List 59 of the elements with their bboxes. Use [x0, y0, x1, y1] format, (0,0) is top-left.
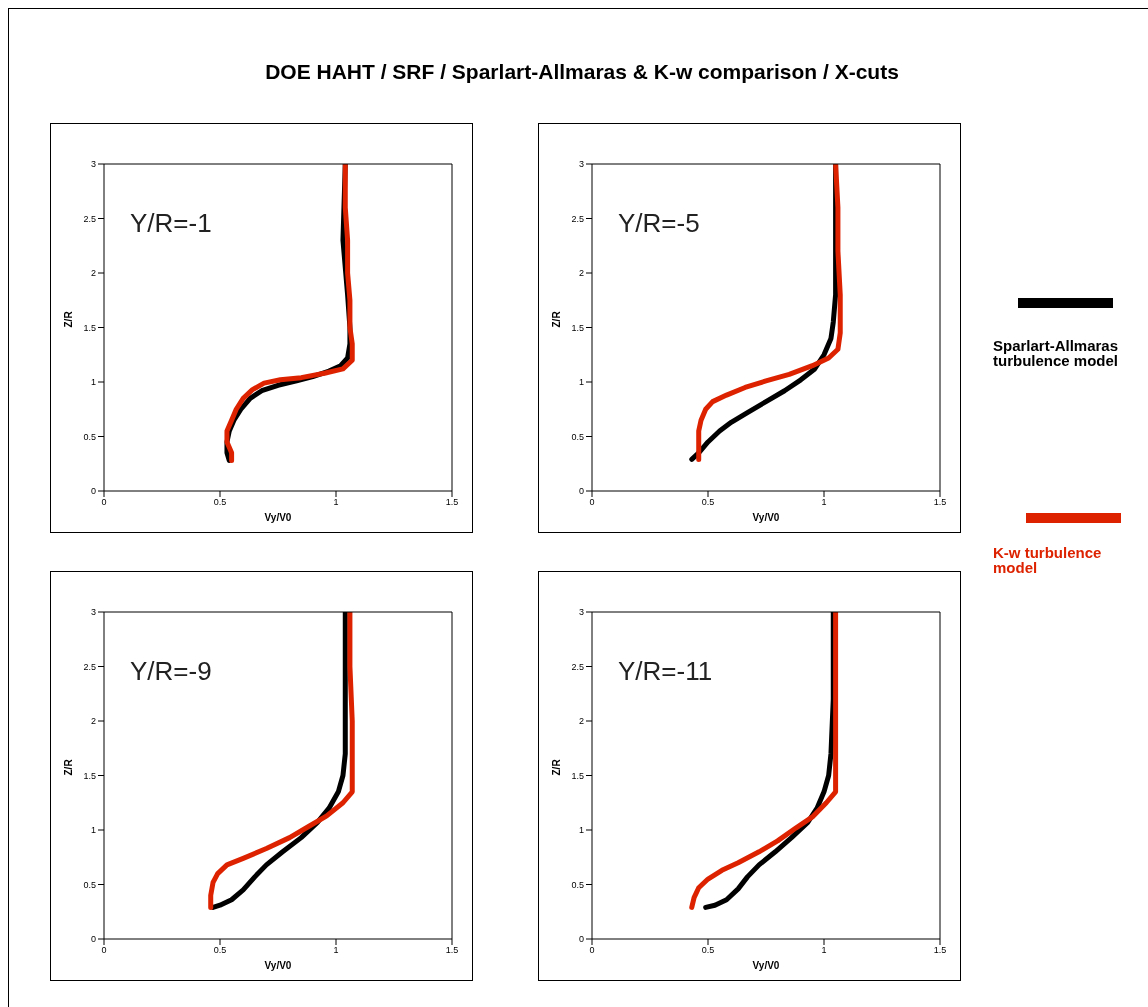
y-tick-label: 3 [90, 159, 96, 170]
x-tick-label: 0.5 [213, 497, 227, 508]
x-tick-label: 1 [333, 945, 339, 956]
y-tick-label: 1.5 [83, 770, 96, 781]
x-tick-label: 0.5 [701, 497, 715, 508]
y-tick-label: 0 [90, 486, 96, 497]
y-tick-label: 0 [578, 486, 584, 497]
y-tick-label: 2.5 [571, 213, 584, 224]
x-tick-label: 0 [589, 497, 595, 508]
y-tick-label: 0.5 [83, 879, 96, 890]
text: DOE HAHT / SRF / Sparlart-Allmaras & K-w comparison / X-cuts [264, 60, 900, 84]
x-axis-title: Vy/V0 [264, 960, 292, 971]
annotation: Y/R=-9 [130, 656, 212, 687]
x-tick-label: 1.5 [933, 945, 947, 956]
y-tick-label: 2 [578, 268, 584, 279]
annotation: Y/R=-11 [618, 656, 713, 687]
y-tick-label: 1 [90, 825, 96, 836]
y-axis-title: Z/R [62, 758, 74, 776]
y-tick-label: 0 [90, 934, 96, 945]
y-tick-label: 1.5 [83, 322, 96, 333]
y-axis-title: Z/R [550, 758, 562, 776]
y-tick-label: 2 [578, 716, 584, 727]
x-tick-label: 0.5 [701, 945, 715, 956]
y-axis-title: Z/R [62, 310, 74, 328]
y-tick-label: 1.5 [571, 770, 584, 781]
y-tick-label: 1 [578, 825, 584, 836]
x-tick-label: 1.5 [445, 945, 459, 956]
annotation: Y/R=-1 [130, 208, 212, 239]
text: Sparlart-Allmaras turbulence model [993, 337, 1120, 369]
y-tick-label: 3 [578, 159, 584, 170]
y-tick-label: 3 [578, 607, 584, 618]
x-tick-label: 1 [333, 497, 339, 508]
x-tick-label: 0 [101, 945, 107, 956]
y-tick-label: 2.5 [83, 661, 96, 672]
y-tick-label: 2.5 [571, 661, 584, 672]
x-tick-label: 1.5 [445, 497, 459, 508]
annotation: Y/R=-5 [618, 208, 700, 239]
y-tick-label: 2.5 [83, 213, 96, 224]
y-tick-label: 1 [90, 377, 96, 388]
x-axis-title: Vy/V0 [752, 512, 780, 523]
y-tick-label: 0.5 [83, 431, 96, 442]
x-axis-title: Vy/V0 [264, 512, 292, 523]
x-tick-label: 0.5 [213, 945, 227, 956]
text: K-w turbulence model [993, 544, 1103, 576]
x-tick-label: 1 [821, 945, 827, 956]
x-tick-label: 1.5 [933, 497, 947, 508]
x-tick-label: 1 [821, 497, 827, 508]
x-tick-label: 0 [589, 945, 595, 956]
y-tick-label: 1.5 [571, 322, 584, 333]
y-tick-label: 2 [90, 716, 96, 727]
y-tick-label: 2 [90, 268, 96, 279]
x-tick-label: 0 [101, 497, 107, 508]
x-axis-title: Vy/V0 [752, 960, 780, 971]
y-tick-label: 1 [578, 377, 584, 388]
y-tick-label: 3 [90, 607, 96, 618]
y-tick-label: 0.5 [571, 431, 584, 442]
y-tick-label: 0 [578, 934, 584, 945]
y-axis-title: Z/R [550, 310, 562, 328]
y-tick-label: 0.5 [571, 879, 584, 890]
